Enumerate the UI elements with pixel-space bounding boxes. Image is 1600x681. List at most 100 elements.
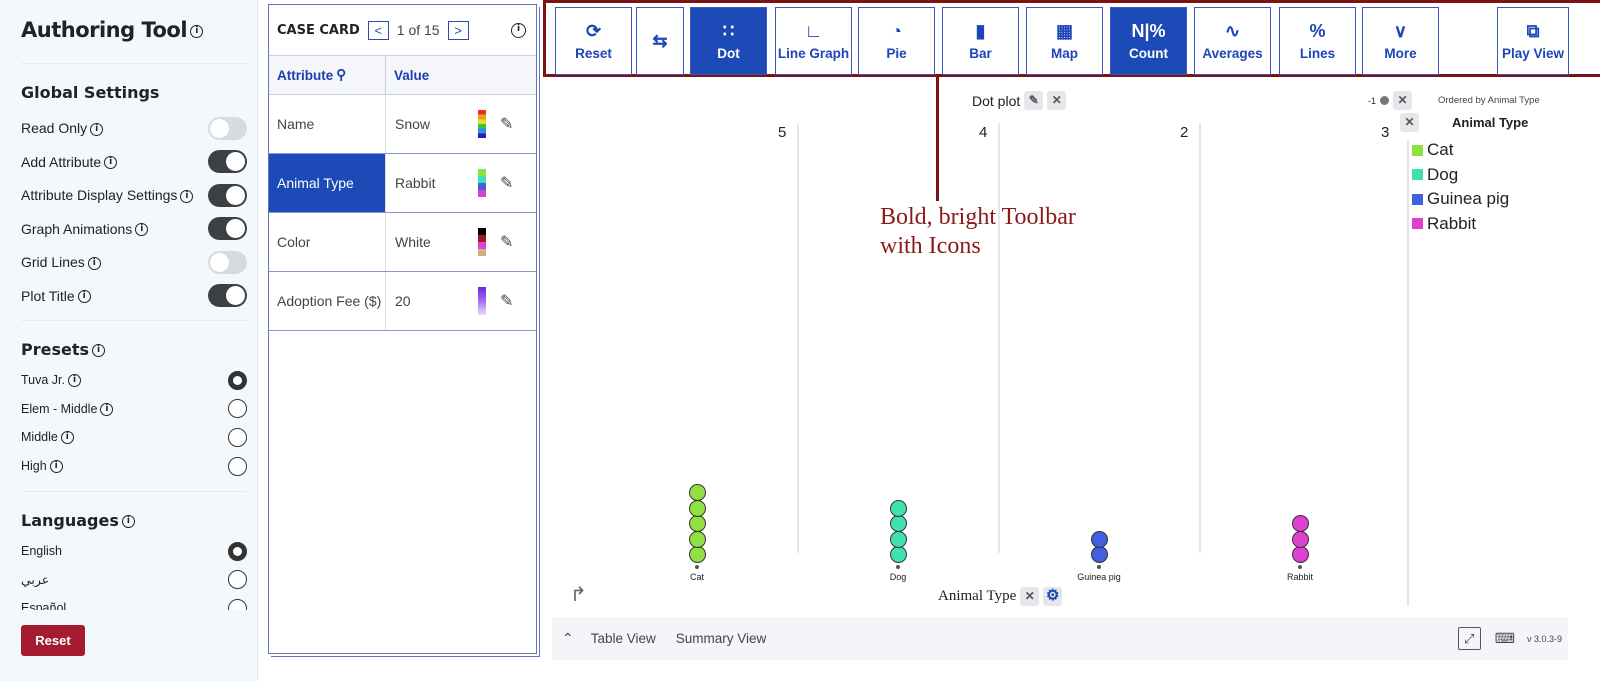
- info-icon[interactable]: i: [90, 122, 104, 136]
- attribute-name[interactable]: Color: [269, 213, 386, 271]
- attribute-value[interactable]: 20: [395, 293, 411, 309]
- info-icon[interactable]: i: [92, 344, 106, 357]
- toolbar-button-play-view[interactable]: ⧉ Play View: [1497, 7, 1569, 75]
- next-case-button[interactable]: >: [447, 20, 469, 40]
- color-scale-swatch[interactable]: [478, 228, 486, 256]
- toolbar-button-map[interactable]: ▦ Map: [1026, 7, 1103, 75]
- keyboard-icon[interactable]: ⌨: [1494, 630, 1515, 646]
- data-point[interactable]: [889, 530, 907, 548]
- data-point[interactable]: [1090, 546, 1108, 563]
- edit-title-icon[interactable]: ✎: [1024, 91, 1044, 110]
- remove-title-icon[interactable]: ✕: [1047, 91, 1067, 110]
- attribute-value[interactable]: Snow: [395, 116, 431, 132]
- preset-option[interactable]: Elem - Middle i: [21, 396, 247, 422]
- data-point[interactable]: [1291, 530, 1309, 548]
- toolbar-button-dot[interactable]: ∷ Dot: [690, 7, 767, 75]
- toggle-switch[interactable]: [208, 183, 247, 207]
- toggle-switch[interactable]: [208, 250, 247, 274]
- info-icon[interactable]: i: [49, 460, 63, 474]
- info-icon[interactable]: i: [87, 256, 101, 270]
- toggle-switch[interactable]: [208, 116, 247, 140]
- toolbar-button-lines[interactable]: % Lines: [1279, 7, 1356, 75]
- toolbar-button-reset[interactable]: ⟳ Reset: [555, 7, 632, 75]
- attribute-name[interactable]: Adoption Fee ($): [269, 272, 386, 330]
- gear-icon[interactable]: ⚙: [1043, 587, 1063, 606]
- case-card-row[interactable]: Adoption Fee ($) 20 ✎: [269, 272, 536, 331]
- remove-axis-icon[interactable]: ✕: [1020, 587, 1040, 606]
- swap-axes-icon[interactable]: ↱: [570, 584, 587, 606]
- data-point[interactable]: [1291, 515, 1309, 532]
- data-point[interactable]: [688, 530, 706, 548]
- remove-order-icon[interactable]: ✕: [1393, 91, 1413, 110]
- summary-view-tab[interactable]: Summary View: [675, 631, 767, 646]
- pencil-icon[interactable]: ✎: [500, 116, 514, 133]
- toolbar-button-line-graph[interactable]: ∟ Line Graph: [775, 7, 852, 75]
- info-icon[interactable]: i: [511, 22, 526, 38]
- case-card-row[interactable]: Animal Type Rabbit ✎: [269, 154, 536, 213]
- info-icon[interactable]: i: [190, 24, 204, 38]
- case-card-row[interactable]: Color White ✎: [269, 213, 536, 272]
- data-point[interactable]: [688, 546, 706, 563]
- preset-option[interactable]: Middle i: [21, 424, 247, 450]
- table-view-tab[interactable]: Table View: [590, 631, 656, 646]
- color-scale-swatch[interactable]: [478, 110, 486, 138]
- toggle-switch[interactable]: [208, 217, 247, 240]
- data-point[interactable]: [688, 515, 706, 532]
- language-option[interactable]: Español: [21, 595, 247, 610]
- toggle-switch[interactable]: [208, 150, 247, 173]
- radio-button[interactable]: [228, 541, 247, 561]
- info-icon[interactable]: i: [68, 374, 81, 388]
- pencil-icon[interactable]: ✎: [500, 293, 514, 310]
- data-point[interactable]: [889, 546, 907, 563]
- remove-legend-icon[interactable]: ✕: [1400, 113, 1419, 132]
- legend-item[interactable]: Rabbit: [1412, 214, 1476, 234]
- preset-option[interactable]: Tuva Jr. i: [21, 367, 247, 393]
- data-point[interactable]: [688, 484, 706, 501]
- info-icon[interactable]: i: [180, 189, 194, 203]
- data-point[interactable]: [889, 499, 907, 517]
- info-icon[interactable]: i: [60, 431, 74, 445]
- expand-icon[interactable]: ⤢: [1457, 627, 1481, 650]
- radio-button[interactable]: [228, 598, 247, 610]
- preset-option[interactable]: High i: [21, 453, 247, 479]
- attribute-value[interactable]: White: [395, 234, 431, 250]
- radio-button[interactable]: [228, 399, 247, 419]
- pencil-icon[interactable]: ✎: [500, 175, 514, 192]
- data-point[interactable]: [1090, 530, 1108, 548]
- radio-button[interactable]: [228, 570, 247, 589]
- info-icon[interactable]: i: [77, 290, 91, 304]
- attribute-name[interactable]: Name: [269, 95, 386, 153]
- languages-list[interactable]: English عربي Español: [0, 535, 258, 610]
- toolbar-button-more[interactable]: ∨ More: [1362, 7, 1439, 75]
- chevron-up-icon[interactable]: ⌃: [562, 630, 574, 646]
- reset-button[interactable]: Reset: [21, 625, 85, 656]
- data-point[interactable]: [1291, 546, 1309, 563]
- color-scale-swatch[interactable]: [478, 287, 486, 315]
- case-card-row[interactable]: Name Snow ✎: [269, 95, 536, 154]
- radio-button[interactable]: [228, 456, 247, 476]
- radio-button[interactable]: [228, 370, 247, 390]
- info-icon[interactable]: i: [135, 223, 149, 237]
- toolbar-button-count[interactable]: N|% Count: [1110, 7, 1187, 75]
- toolbar-button-bar[interactable]: ▮ Bar: [942, 7, 1019, 75]
- info-icon[interactable]: i: [104, 156, 118, 170]
- radio-button[interactable]: [228, 427, 247, 447]
- legend-item[interactable]: Dog: [1412, 165, 1458, 185]
- pencil-icon[interactable]: ✎: [500, 234, 514, 251]
- toolbar-button-swap[interactable]: ⇆: [636, 7, 684, 75]
- legend-item[interactable]: Guinea pig: [1412, 189, 1509, 209]
- info-icon[interactable]: i: [121, 515, 135, 528]
- toolbar-button-averages[interactable]: ∿ Averages: [1194, 7, 1271, 75]
- attribute-name[interactable]: Animal Type: [269, 154, 386, 212]
- attribute-column-header[interactable]: Attribute ⚲: [269, 56, 386, 94]
- x-axis-label[interactable]: Animal Type ✕ ⚙: [938, 587, 1063, 606]
- data-point[interactable]: [889, 515, 907, 532]
- attribute-value[interactable]: Rabbit: [395, 175, 436, 191]
- language-option[interactable]: English: [21, 538, 247, 564]
- toggle-switch[interactable]: [208, 284, 247, 307]
- language-option[interactable]: عربي: [21, 567, 247, 593]
- legend-item[interactable]: Cat: [1412, 140, 1453, 160]
- color-scale-swatch[interactable]: [478, 169, 486, 197]
- toolbar-button-pie[interactable]: ◔ Pie: [858, 7, 935, 75]
- previous-case-button[interactable]: <: [367, 20, 389, 40]
